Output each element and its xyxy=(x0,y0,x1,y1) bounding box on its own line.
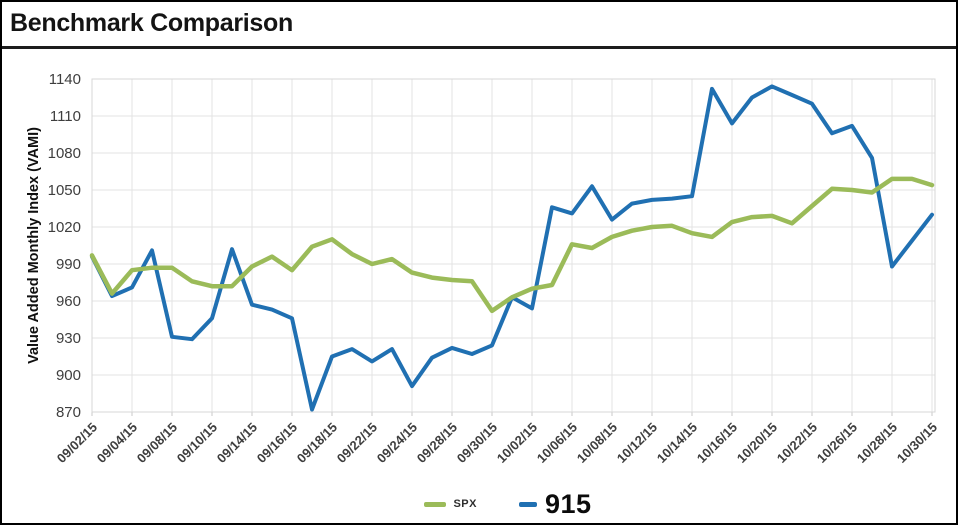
page-title: Benchmark Comparison xyxy=(10,9,293,37)
x-axis-tick-label: 09/28/15 xyxy=(414,420,460,466)
s915-line-swatch xyxy=(518,501,537,507)
x-axis-tick-label: 09/10/15 xyxy=(174,420,220,466)
x-axis-tick-label: 09/08/15 xyxy=(134,420,180,466)
y-axis-tick-label: 900 xyxy=(56,367,81,384)
x-axis-tick-label: 10/08/15 xyxy=(574,420,620,466)
y-axis-tick-label: 960 xyxy=(56,293,81,310)
series-line-915 xyxy=(90,84,934,412)
plot-border xyxy=(91,78,936,413)
x-axis-tick-label: 10/26/15 xyxy=(814,420,860,466)
x-axis-tick-label: 10/06/15 xyxy=(534,420,580,466)
y-axis-tick-label: 1110 xyxy=(50,108,81,125)
legend-item-spx[interactable]: SPX xyxy=(424,498,477,510)
x-axis-tick-label: 10/02/15 xyxy=(494,420,540,466)
x-axis-tick-label: 09/02/15 xyxy=(54,420,100,466)
x-axis-tick-label: 10/22/15 xyxy=(774,420,820,466)
x-axis-tick-label: 10/30/15 xyxy=(894,420,940,466)
x-axis-tick-label: 09/30/15 xyxy=(454,420,500,466)
y-axis-tick-label: 930 xyxy=(56,330,81,347)
y-axis-tick-label: 990 xyxy=(56,256,81,273)
series-line-spx xyxy=(89,176,935,314)
x-axis-tick-label: 09/24/15 xyxy=(374,420,420,466)
chart-legend: SPX 915 xyxy=(2,488,956,520)
x-axis-tick-label: 10/12/15 xyxy=(614,420,660,466)
title-separator xyxy=(2,46,956,49)
legend-label-spx: SPX xyxy=(453,498,477,510)
spx-line-swatch xyxy=(424,501,447,507)
y-axis-tick-label: 1020 xyxy=(48,219,81,236)
x-axis-tick-label: 10/20/15 xyxy=(734,420,780,466)
x-axis-tick-label: 09/14/15 xyxy=(214,420,260,466)
y-axis-title: Value Added Monthly Index (VAMI) xyxy=(26,127,42,364)
y-axis-tick-label: 870 xyxy=(56,404,81,421)
y-axis-tick-label: 1050 xyxy=(48,182,81,199)
x-axis-tick-label: 09/22/15 xyxy=(334,420,380,466)
x-axis-tick-label: 10/16/15 xyxy=(694,420,740,466)
legend-label-915: 915 xyxy=(544,488,592,519)
x-axis-tick-label: 09/04/15 xyxy=(94,420,140,466)
x-axis-tick-label: 09/16/15 xyxy=(254,420,300,466)
y-axis-tick-label: 1080 xyxy=(48,145,81,162)
y-axis-tick-label: 1140 xyxy=(49,71,81,88)
legend-item-915[interactable]: 915 xyxy=(518,488,592,520)
x-axis-tick-label: 10/14/15 xyxy=(654,420,700,466)
x-axis-tick-label: 10/28/15 xyxy=(854,420,900,466)
x-axis-tick-label: 09/18/15 xyxy=(294,420,340,466)
